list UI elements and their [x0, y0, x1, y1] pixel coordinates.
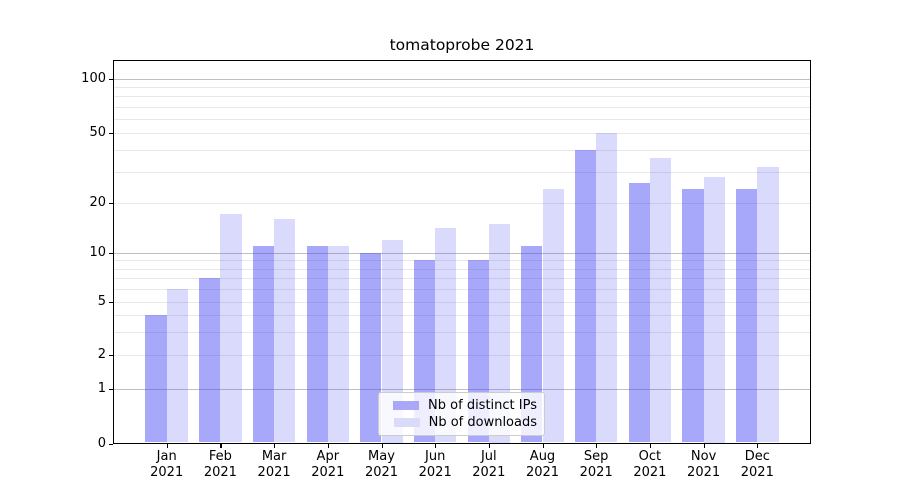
x-axis-tick-jun [435, 444, 437, 448]
chart-title: tomatoprobe 2021 [389, 36, 535, 54]
y-axis-tick-label-50: 50 [89, 124, 106, 140]
x-axis-tick-label-oct: Oct 2021 [633, 449, 667, 480]
legend: Nb of distinct IPs Nb of downloads [378, 392, 545, 436]
x-axis-tick-aug [542, 444, 544, 448]
x-axis-tick-nov [703, 444, 705, 448]
legend-item-downloads: Nb of downloads [386, 415, 537, 430]
y-axis-tick-label-10: 10 [89, 244, 106, 260]
x-axis-tick-sep [596, 444, 598, 448]
y-axis-tick-label-0: 0 [97, 435, 106, 451]
x-axis-tick-label-jul: Jul 2021 [472, 449, 506, 480]
x-axis-tick-label-jun: Jun 2021 [418, 449, 452, 480]
y-axis-tick-label-1: 1 [97, 381, 106, 397]
x-axis-tick-label-aug: Aug 2021 [525, 449, 560, 480]
x-axis-tick-feb [220, 444, 222, 448]
y-axis-tick-label-20: 20 [89, 194, 106, 210]
x-axis-tick-dec [757, 444, 759, 448]
x-axis-tick-oct [649, 444, 652, 448]
x-axis-tick-label-sep: Sep 2021 [579, 449, 613, 480]
legend-swatch-distinct-ips [393, 400, 420, 410]
x-axis-tick-label-feb: Feb 2021 [203, 449, 237, 480]
legend-item-distinct-ips: Nb of distinct IPs [386, 398, 537, 413]
y-axis-tick-label-5: 5 [97, 294, 106, 310]
legend-swatch-downloads [393, 418, 420, 428]
x-axis-tick-apr [327, 444, 329, 448]
x-axis-tick-label-nov: Nov 2021 [687, 449, 721, 480]
x-axis-tick-jul [488, 444, 490, 448]
x-axis-tick-label-dec: Dec 2021 [740, 449, 774, 480]
x-axis-tick-label-apr: Apr 2021 [311, 449, 345, 480]
x-axis-tick-label-may: May 2021 [364, 449, 399, 480]
x-axis-tick-label-mar: Mar 2021 [257, 449, 291, 480]
legend-label-distinct-ips: Nb of distinct IPs [428, 397, 537, 413]
legend-label-downloads: Nb of downloads [428, 415, 537, 431]
y-axis-tick-label-2: 2 [97, 347, 106, 362]
plot-frame [113, 60, 811, 444]
x-axis-tick-jan [166, 444, 168, 448]
y-axis-tick-label-100: 100 [81, 71, 106, 86]
x-axis-tick-may [381, 444, 383, 448]
x-axis-tick-mar [274, 444, 276, 448]
x-axis-tick-label-jan: Jan 2021 [150, 449, 184, 480]
